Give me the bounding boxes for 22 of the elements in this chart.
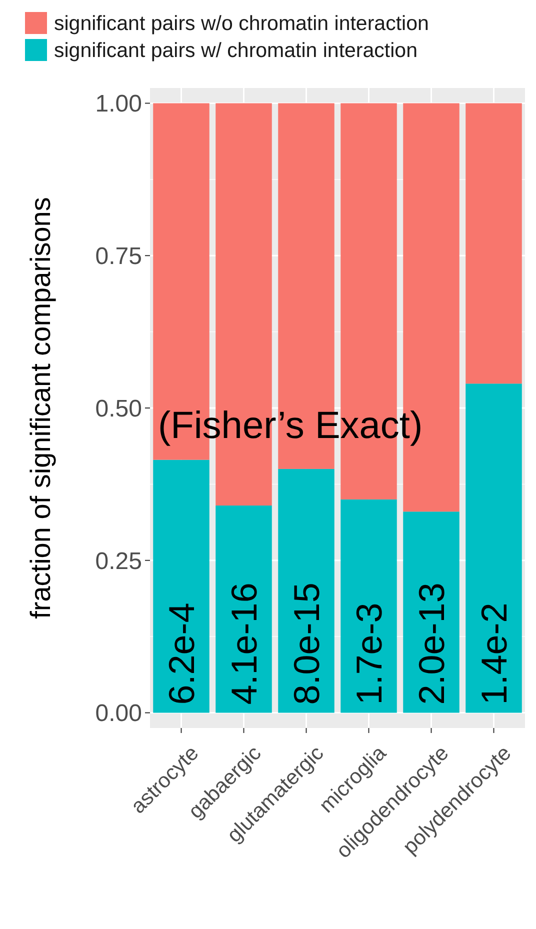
annotation: 6.2e-4 — [160, 602, 202, 705]
annotation: (Fisher’s Exact) — [158, 405, 423, 447]
annotation: 4.1e-16 — [223, 582, 264, 705]
annotation: 1.7e-3 — [348, 602, 390, 705]
legend-label: significant pairs w/o chromatin interaction — [54, 12, 429, 36]
bar — [216, 506, 272, 713]
y-tick-label: 0.25 — [95, 548, 142, 575]
bar — [278, 468, 334, 713]
bar — [466, 384, 522, 713]
y-tick-label: 1.00 — [95, 90, 142, 118]
y-tick-label: 0.75 — [95, 243, 142, 270]
annotation: 1.4e-2 — [473, 602, 514, 705]
annotation: 2.0e-13 — [410, 582, 452, 705]
y-axis-title: fraction of significant comparisons — [25, 197, 56, 619]
y-tick-label: 0.50 — [95, 395, 142, 422]
legend-label: significant pairs w/ chromatin interaction — [54, 39, 418, 62]
bar — [466, 103, 522, 384]
annotation: 8.0e-15 — [286, 582, 327, 705]
bar — [340, 499, 397, 713]
bar — [403, 512, 460, 713]
y-tick-label: 0.00 — [95, 700, 142, 728]
bar — [153, 460, 210, 713]
